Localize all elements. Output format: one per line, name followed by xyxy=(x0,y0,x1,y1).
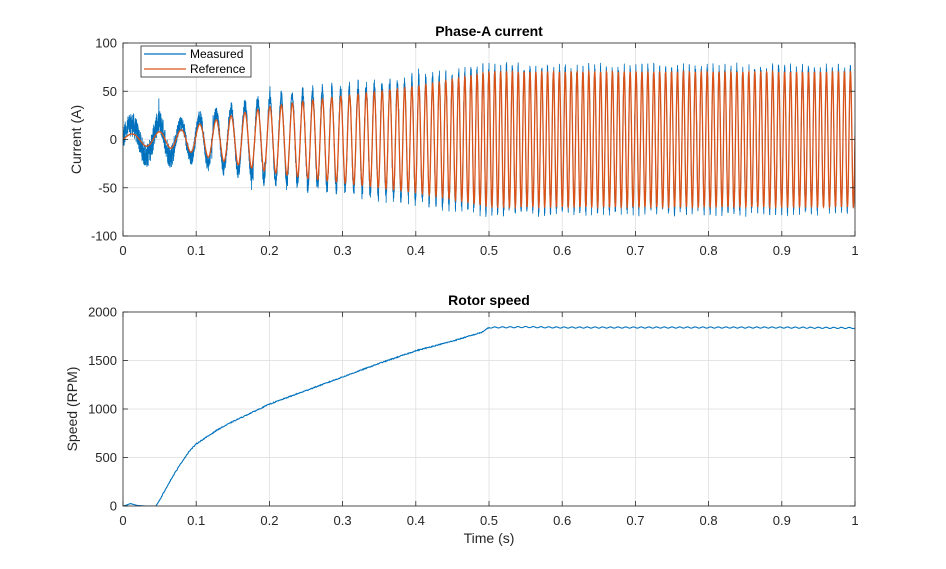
x-axis-label: Time (s) xyxy=(464,530,515,546)
y-tick-label: 1500 xyxy=(88,353,117,368)
speed-chart-panel: 0 0.1 0.2 0.3 0.4 0.5 0.6 0.7 0.8 0.9 1 0 500 1000 150… xyxy=(64,292,859,546)
x-tick-label: 0.2 xyxy=(260,513,278,528)
x-tick-label: 0.4 xyxy=(407,513,425,528)
y-tick-label: -50 xyxy=(98,180,117,195)
series-line-rotor-speed xyxy=(123,325,855,506)
speed-y-axis-label: Speed (RPM) xyxy=(64,367,80,452)
y-tick-label: 0 xyxy=(110,132,117,147)
current-series-group xyxy=(123,62,855,217)
x-tick-label: 0.5 xyxy=(480,513,498,528)
current-chart-panel: 0 0.1 0.2 0.3 0.4 0.5 0.6 0.7 0.8 0.9 1 -100 -50 0 50 1… xyxy=(68,23,859,258)
y-tick-label: 1000 xyxy=(88,402,117,417)
x-tick-label: 0.6 xyxy=(553,243,571,258)
current-ticks: 0 0.1 0.2 0.3 0.4 0.5 0.6 0.7 0.8 0.9 1 -100 -50 0 50 1… xyxy=(91,36,859,259)
y-tick-label: 2000 xyxy=(88,305,117,320)
x-tick-label: 0.9 xyxy=(773,243,791,258)
x-tick-label: 0.3 xyxy=(334,513,352,528)
x-tick-label: 0.7 xyxy=(626,243,644,258)
current-y-axis-label: Current (A) xyxy=(68,105,84,174)
current-chart-title: Phase-A current xyxy=(435,23,543,39)
series-line-reference xyxy=(123,69,855,210)
x-tick-label: 0.7 xyxy=(626,513,644,528)
x-tick-label: 0.8 xyxy=(700,513,718,528)
x-tick-label: 0.9 xyxy=(773,513,791,528)
x-tick-label: 0.3 xyxy=(334,243,352,258)
y-tick-label: 0 xyxy=(110,499,117,514)
x-tick-label: 0.1 xyxy=(187,243,205,258)
y-tick-label: 50 xyxy=(103,84,117,99)
x-tick-label: 0.6 xyxy=(553,513,571,528)
y-tick-label: -100 xyxy=(91,229,117,244)
x-tick-label: 0 xyxy=(119,513,126,528)
y-tick-label: 500 xyxy=(95,450,117,465)
speed-series-group xyxy=(123,325,855,506)
x-tick-label: 1 xyxy=(851,513,858,528)
legend-box xyxy=(140,45,252,78)
y-tick-label: 100 xyxy=(95,36,117,51)
legend-label-reference: Reference xyxy=(190,62,246,76)
x-tick-label: 1 xyxy=(851,243,858,258)
x-tick-label: 0.5 xyxy=(480,243,498,258)
speed-ticks: 0 0.1 0.2 0.3 0.4 0.5 0.6 0.7 0.8 0.9 1 0 500 1000 150… xyxy=(88,305,859,529)
legend: Measured Reference xyxy=(140,45,252,78)
x-tick-label: 0.2 xyxy=(260,243,278,258)
x-tick-label: 0.1 xyxy=(187,513,205,528)
x-tick-label: 0.4 xyxy=(407,243,425,258)
legend-label-measured: Measured xyxy=(190,47,243,61)
x-tick-label: 0.8 xyxy=(700,243,718,258)
x-tick-label: 0 xyxy=(119,243,126,258)
speed-chart-title: Rotor speed xyxy=(448,292,530,308)
